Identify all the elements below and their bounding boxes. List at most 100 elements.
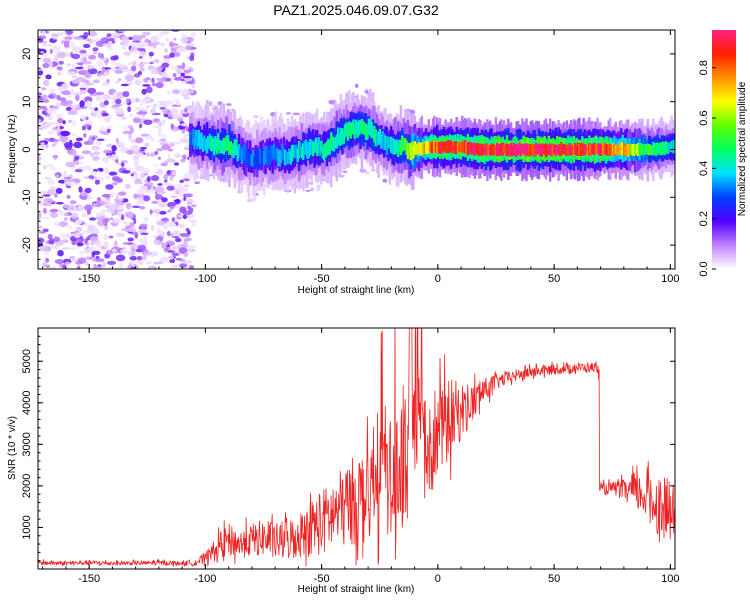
heatmap-noise-cell bbox=[111, 153, 117, 160]
heatmap-ridge-cell bbox=[627, 144, 630, 157]
heatmap-noise-cell bbox=[149, 56, 153, 60]
heatmap-noise-cell bbox=[75, 94, 80, 101]
y-tick-label: 10 bbox=[21, 96, 33, 108]
heatmap-noise-cell bbox=[124, 74, 135, 81]
heatmap-noise-cell bbox=[130, 173, 134, 177]
heatmap-ridge-cell bbox=[270, 144, 273, 162]
heatmap-noise-cell bbox=[95, 95, 103, 102]
heatmap-ridge-cell bbox=[504, 143, 507, 155]
heatmap-noise-cell bbox=[80, 81, 87, 89]
heatmap-noise-cell bbox=[189, 55, 195, 62]
heatmap-noise-cell bbox=[102, 112, 109, 117]
heatmap-noise-cell bbox=[45, 74, 52, 80]
heatmap-noise-cell bbox=[75, 162, 79, 165]
heatmap-ridge-cell bbox=[194, 130, 198, 145]
heatmap-noise-cell bbox=[63, 212, 69, 216]
heatmap-noise-cell bbox=[160, 231, 166, 236]
heatmap-ridge-cell bbox=[642, 144, 645, 156]
heatmap-ridge-cell bbox=[284, 149, 287, 166]
y-tick-label: 0 bbox=[21, 146, 33, 152]
heatmap-noise-cell bbox=[94, 179, 100, 185]
heatmap-noise-cell bbox=[83, 141, 90, 145]
heatmap-noise-cell bbox=[117, 263, 124, 269]
heatmap-noise-cell bbox=[84, 72, 92, 79]
heatmap-noise-cell bbox=[62, 90, 71, 96]
heatmap-noise-cell bbox=[186, 245, 195, 252]
heatmap-noise-cell bbox=[51, 143, 56, 147]
heatmap-noise-cell bbox=[182, 75, 192, 79]
heatmap-noise-cell bbox=[118, 211, 122, 218]
heatmap-ridge-cell bbox=[657, 143, 661, 155]
heatmap-ridge-cell bbox=[544, 143, 548, 158]
heatmap-ridge-cell bbox=[546, 144, 549, 156]
heatmap-noise-cell bbox=[157, 156, 161, 160]
colorbar: 0.0 0.2 0.4 0.6 0.8 Normalized spectral ampl… bbox=[698, 30, 748, 277]
heatmap-noise-cell bbox=[135, 115, 140, 119]
heatmap-noise-cell bbox=[133, 193, 138, 199]
heatmap-ridge-cell bbox=[459, 142, 463, 153]
heatmap-ridge-cell bbox=[636, 143, 640, 157]
heatmap-noise-cell bbox=[84, 256, 92, 261]
heatmap-ridge-cell bbox=[408, 142, 411, 155]
heatmap-noise-cell bbox=[123, 51, 131, 56]
heatmap-noise-cell bbox=[122, 170, 131, 174]
heatmap-ridge-cell bbox=[397, 143, 400, 157]
heatmap-noise-cell bbox=[354, 83, 359, 89]
heatmap-ridge-cell bbox=[470, 143, 474, 155]
heatmap-ridge-cell bbox=[409, 143, 412, 161]
heatmap-noise-cell bbox=[174, 198, 181, 205]
heatmap-ridge-cell bbox=[662, 141, 665, 154]
heatmap-noise-cell bbox=[105, 184, 114, 190]
heatmap-noise-cell bbox=[157, 127, 162, 134]
heatmap-noise-cell bbox=[69, 88, 75, 96]
heatmap-ridge-cell bbox=[304, 139, 308, 156]
heatmap-noise-cell bbox=[167, 90, 172, 96]
heatmap-ridge-cell bbox=[225, 135, 228, 152]
heatmap-ridge-cell bbox=[387, 136, 390, 148]
heatmap-ridge-cell bbox=[328, 139, 331, 155]
heatmap-ridge-cell bbox=[383, 133, 386, 150]
heatmap-noise-cell bbox=[53, 154, 57, 160]
heatmap-ridge-cell bbox=[438, 142, 442, 154]
colorbar-tick-label: 0.2 bbox=[698, 211, 710, 226]
heatmap-noise-cell bbox=[38, 154, 41, 161]
heatmap-ridge-cell bbox=[526, 143, 530, 157]
heatmap-noise-cell bbox=[90, 152, 94, 157]
heatmap-noise-cell bbox=[359, 168, 367, 173]
heatmap-noise-cell bbox=[180, 72, 185, 77]
y-tick-label: 5000 bbox=[21, 349, 33, 373]
heatmap-noise-cell bbox=[163, 55, 172, 60]
heatmap-noise-cell bbox=[173, 37, 177, 41]
heatmap-noise-cell bbox=[253, 115, 259, 118]
heatmap-ridge-cell bbox=[569, 145, 573, 155]
heatmap-ridge-cell bbox=[465, 141, 468, 155]
heatmap-ridge-cell bbox=[445, 141, 449, 154]
heatmap-noise-cell bbox=[87, 89, 95, 93]
heatmap-ridge-cell bbox=[567, 144, 570, 155]
heatmap-ridge-cell bbox=[384, 135, 387, 151]
heatmap-noise-cell bbox=[38, 263, 42, 267]
heatmap-noise-cell bbox=[111, 182, 119, 186]
heatmap-ridge-cell bbox=[653, 143, 656, 155]
heatmap-noise-cell bbox=[285, 112, 292, 115]
heatmap-ridge-cell bbox=[571, 144, 574, 156]
heatmap-noise-cell bbox=[131, 261, 135, 267]
heatmap-noise-cell bbox=[50, 265, 57, 269]
heatmap-ridge-cell bbox=[417, 142, 421, 155]
heatmap-ridge-cell bbox=[649, 145, 652, 155]
heatmap-ridge-cell bbox=[511, 145, 514, 156]
heatmap-ridge-cell bbox=[597, 143, 601, 155]
heatmap-noise-cell bbox=[138, 50, 146, 58]
heatmap-ridge-cell bbox=[267, 145, 270, 161]
heatmap-noise-cell bbox=[188, 264, 195, 269]
heatmap-noise-cell bbox=[76, 266, 81, 269]
heatmap-ridge-cell bbox=[403, 137, 407, 151]
heatmap-noise-cell bbox=[157, 133, 163, 137]
heatmap-ridge-cell bbox=[564, 144, 567, 156]
heatmap-ridge-cell bbox=[413, 141, 417, 155]
heatmap-ridge-cell bbox=[484, 143, 488, 156]
heatmap-noise-cell bbox=[151, 82, 157, 87]
heatmap-ridge-cell bbox=[558, 143, 562, 157]
heatmap-ridge-cell bbox=[443, 142, 446, 153]
heatmap-ridge-cell bbox=[359, 119, 362, 135]
